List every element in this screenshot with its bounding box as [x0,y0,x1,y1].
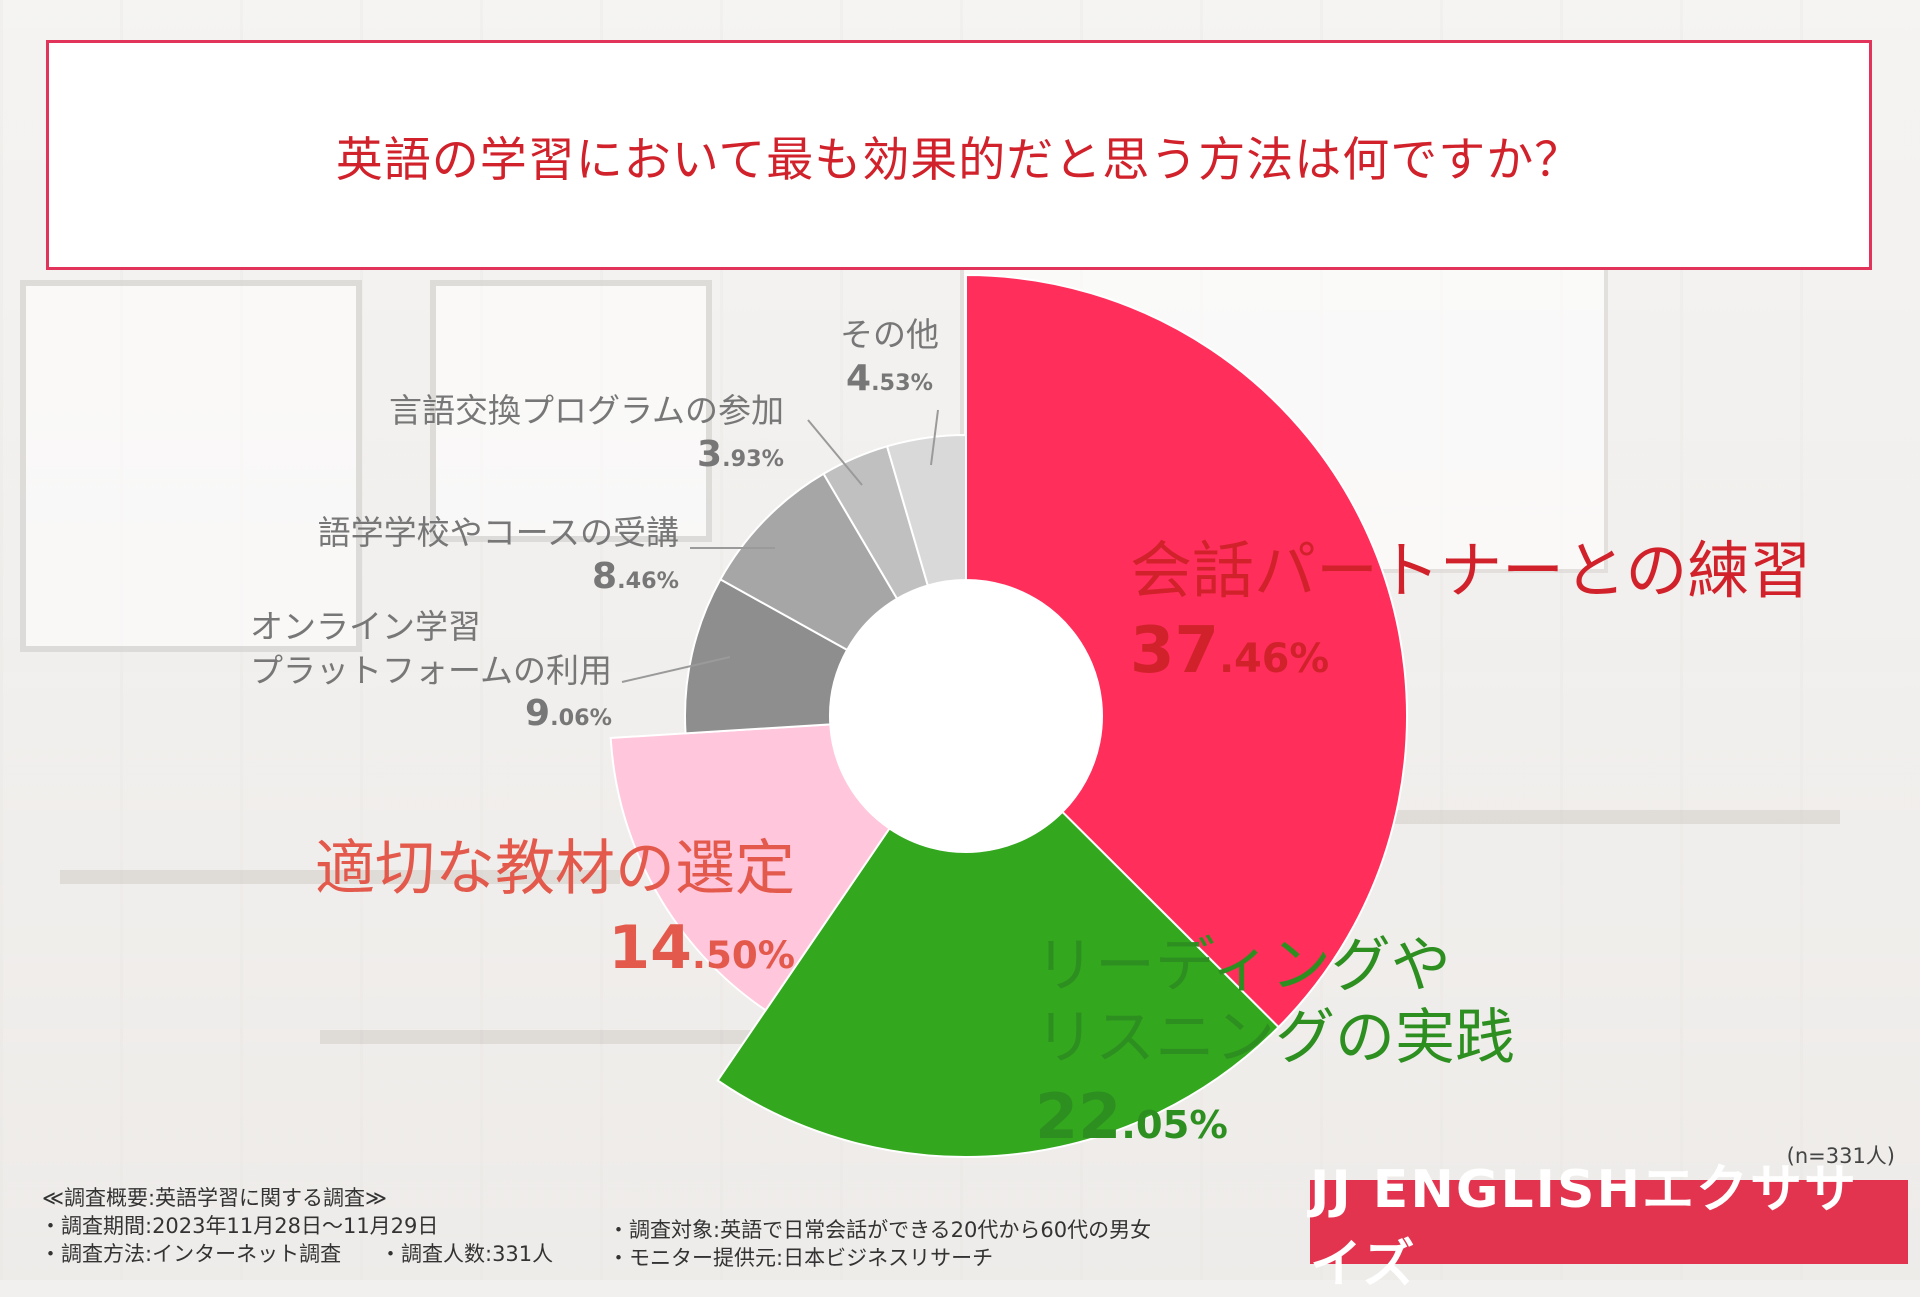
label-other: その他 4.53% [840,312,939,399]
title-box: 英語の学習において最も効果的だと思う方法は何ですか？ [46,40,1872,270]
sample-size-note: (n=331人) [1786,1144,1895,1168]
leader-line [621,656,731,683]
slice-label-value: 9.06% [525,693,612,734]
slice-label-name-line1: オンライン学習 [249,607,481,646]
label-language-exchange: 言語交換プログラムの参加 3.93% [389,388,784,475]
slice-label-value: 14.50% [608,913,795,983]
leader-line [807,419,863,486]
survey-method: ・調査方法:インターネット調査 [40,1242,342,1266]
survey-provider: ・モニター提供元:日本ビジネスリサーチ [608,1246,994,1270]
leader-line [930,409,939,466]
slice-label-value: 22.05% [1035,1080,1228,1153]
brand-logo: JJ ENGLISHエクササイズ [1310,1160,1908,1295]
background-desk [60,870,620,884]
background-window [20,280,362,652]
label-online-platform: オンライン学習 プラットフォームの利用 9.06% [250,605,612,734]
chart-title: 英語の学習において最も効果的だと思う方法は何ですか？ [335,132,1583,188]
slice-label-name: その他 [840,315,939,354]
label-conversation-partner: 会話パートナーとの練習 37.46% [1130,520,1811,688]
slice-label-name: 語学学校やコースの受講 [317,513,679,552]
slice-label-name: 会話パートナーとの練習 [1130,534,1812,607]
slice-label-name-line2: リスニングの実践 [1035,1003,1515,1073]
survey-period: ・調査期間:2023年11月28日〜11月29日 [40,1214,439,1238]
slice-label-name-line2: プラットフォームの利用 [249,651,612,690]
brand-logo-text: JJ ENGLISHエクササイズ [1310,1160,1858,1295]
slice-label-value: 3.93% [697,434,784,475]
label-materials: 適切な教材の選定 14.50% [315,820,795,983]
label-language-school: 語学学校やコースの受講 8.46% [318,510,679,597]
slice-label-value: 37.46% [1130,614,1330,688]
survey-target: ・調査対象:英語で日常会話ができる20代から60代の男女 [608,1218,1152,1242]
survey-count: ・調査人数:331人 [380,1242,554,1266]
slice-label-name: 言語交換プログラムの参加 [388,391,784,430]
slice-label-value: 8.46% [592,556,679,597]
label-reading-listening: リーディングや リスニングの実践 22.05% [1035,930,1515,1153]
slice-label-name: 適切な教材の選定 [315,834,795,904]
slice-label-value: 4.53% [846,358,933,399]
background-desk [1280,810,1840,824]
donut-hole [830,580,1102,852]
survey-heading: ≪調査概要:英語学習に関する調査≫ [42,1186,388,1210]
background-window [430,280,712,542]
slice-label-name-line1: リーディングや [1035,931,1451,1001]
